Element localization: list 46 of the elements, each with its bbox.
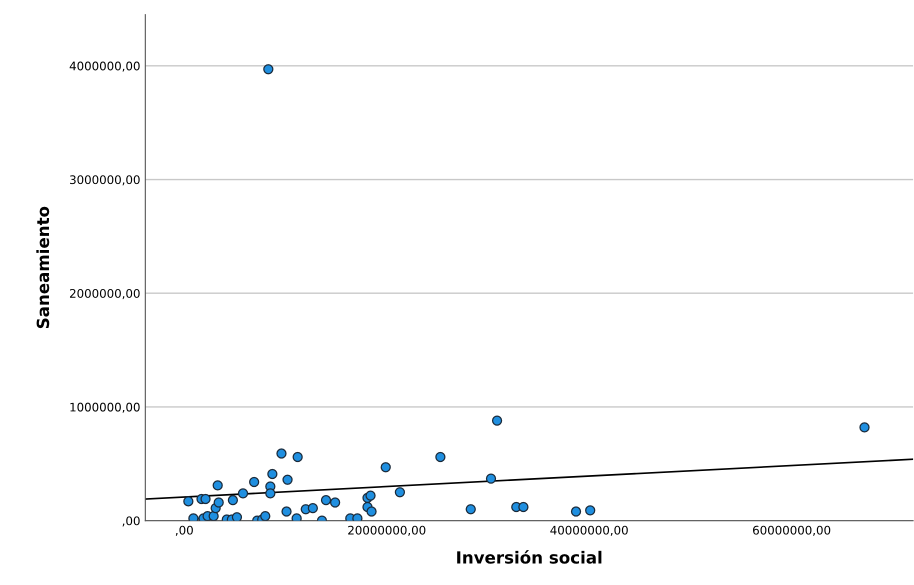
y-tick-label: 4000000,00: [70, 62, 140, 72]
point: [200, 494, 211, 504]
point: [585, 505, 596, 516]
point: [260, 510, 270, 521]
point: [365, 490, 376, 501]
point: [320, 495, 332, 506]
point: [492, 415, 502, 426]
point: [267, 468, 278, 480]
point: [214, 497, 224, 508]
point: [394, 487, 406, 498]
point: [570, 506, 582, 517]
y-tick-label: 2000000,00: [70, 288, 140, 300]
point: [435, 452, 446, 462]
point: [282, 474, 293, 485]
point: [466, 504, 476, 514]
x-tick-label: 20000000,00: [348, 526, 426, 536]
point: [281, 506, 292, 517]
point: [238, 488, 248, 498]
point: [859, 422, 870, 433]
point: [249, 476, 260, 488]
point: [366, 506, 377, 517]
point: [265, 488, 276, 498]
x-tick-label: 40000000,00: [550, 526, 628, 536]
point: [263, 64, 274, 74]
point: [183, 496, 194, 506]
y-tick-label: 3000000,00: [70, 175, 140, 186]
y-tick-label: ,00: [122, 516, 140, 527]
point: [208, 510, 219, 521]
point: [380, 462, 391, 472]
point: [276, 448, 287, 459]
y-tick-label: 1000000,00: [70, 402, 140, 413]
point: [352, 513, 363, 521]
point: [292, 513, 302, 521]
point: [232, 512, 242, 521]
y-axis-title: Saneamiento: [36, 206, 50, 328]
point: [486, 473, 496, 484]
point: [292, 452, 303, 462]
point: [308, 503, 318, 514]
point: [228, 495, 238, 506]
point: [212, 480, 223, 491]
x-tick-label: 60000000,00: [753, 526, 830, 536]
x-tick-label: ,00: [176, 526, 193, 536]
point: [518, 502, 529, 512]
x-axis-title: Inversión social: [457, 550, 602, 564]
point: [188, 513, 199, 521]
point: [330, 497, 340, 508]
